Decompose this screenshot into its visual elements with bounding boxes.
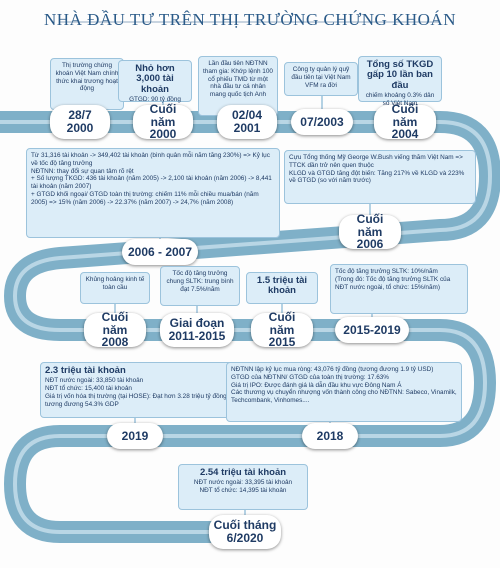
milestone: 02/04 2001	[217, 105, 277, 139]
event-detail: + GTGD khối ngoại/ GTGD toàn thị trường:…	[31, 191, 259, 206]
event-box: Nhỏ hơn 3,000 tài khoản GTGD: 90 tỷ đồng	[118, 60, 192, 104]
event-box: Công ty quản lý quỹ đầu tiên tại Việt Na…	[284, 62, 358, 96]
event-detail: NĐT nước ngoài: 33,850 tài khoản	[45, 377, 144, 385]
event-box: Thị trường chứng khoán Việt Nam chính th…	[50, 58, 124, 110]
milestone: Cuối tháng 6/2020	[209, 515, 281, 549]
event-detail: Tốc độ tăng trưởng chung SLTK: trung bìn…	[166, 270, 234, 293]
event-box: Tốc độ tăng trưởng SLTK: 10%/năm (Trong đ…	[330, 264, 468, 314]
event-detail: GTGD: 90 tỷ đồng	[129, 96, 181, 104]
event-box: Tốc độ tăng trưởng chung SLTK: trung bìn…	[160, 266, 240, 306]
event-box: 1.5 triệu tài khoản	[246, 272, 318, 304]
event-box: 2.54 triệu tài khoản NĐT nước ngoài: 33,3…	[178, 464, 308, 510]
event-detail: Công ty quản lý quỹ đầu tiên tại Việt Na…	[291, 66, 351, 89]
event-detail: NĐT nước ngoài: 33,395 tài khoản	[193, 479, 293, 487]
event-detail: Thị trường chứng khoán Việt Nam chính th…	[55, 62, 119, 93]
road-stripe	[0, 120, 493, 534]
event-detail: GTGD của NĐTNN/ GTGD của toàn thị trường…	[231, 373, 389, 381]
event-detail: + Số lượng TKGD: 436 tài khoản (năm 2005…	[31, 175, 272, 191]
event-detail: NĐT tổ chức: 15,400 tài khoản	[45, 385, 132, 393]
event-detail: Tốc độ tăng trưởng SLTK: 10%/năm	[335, 268, 438, 275]
event-headline: 1.5 triệu tài khoản	[256, 275, 308, 297]
milestone: 28/7 2000	[50, 105, 110, 139]
milestone: Cuối năm 2000	[133, 103, 193, 141]
milestone: Cuối năm 2008	[84, 311, 146, 349]
event-detail: Giá trị IPO: Được đánh giá là dẫn đầu kh…	[231, 381, 402, 389]
event-box: 2.3 triệu tài khoản NĐT nước ngoài: 33,85…	[40, 362, 242, 418]
event-box: Khủng hoảng kinh tế toàn cầu	[80, 272, 150, 304]
event-detail: chiếm khoảng 0.3% dân số Việt Nam	[365, 92, 435, 108]
event-detail: Giá trị vốn hóa thị trường (tại HOSE): Đ…	[45, 393, 229, 408]
event-box: Từ 31,316 tài khoản -> 349,402 tài khoản…	[26, 148, 280, 238]
milestone: 2006 - 2007	[122, 239, 198, 265]
event-detail: KLGD và GTGD tăng đột biến: Tăng 217% về…	[289, 169, 465, 185]
event-detail: Các thương vụ chuyển nhượng vốn thành cô…	[231, 389, 457, 405]
event-detail: Khủng hoảng kinh tế toàn cầu	[85, 276, 145, 291]
milestone: 07/2003	[291, 109, 353, 135]
event-detail: NĐT tổ chức: 14,395 tài khoản	[199, 487, 287, 495]
event-detail: Cựu Tổng thống Mỹ George W.Bush viếng th…	[289, 154, 463, 169]
event-box: Tổng số TKGD gấp 10 lần ban đầu chiếm kho…	[358, 56, 442, 107]
milestone: Giai đoạn 2011-2015	[160, 313, 234, 347]
event-box: NĐTNN lập kỷ lục mua ròng: 43,076 tỷ đồn…	[226, 362, 462, 422]
event-headline: 2.54 triệu tài khoản	[199, 467, 287, 478]
event-detail: (Trong đó: Tốc độ tăng trưởng SLTK của N…	[335, 275, 451, 291]
event-box: Cựu Tổng thống Mỹ George W.Bush viếng th…	[284, 150, 476, 204]
event-headline: Tổng số TKGD gấp 10 lần ban đầu	[366, 59, 434, 91]
milestone: Cuối năm 2006	[339, 213, 401, 251]
event-detail: Lần đầu tiên NĐTNN tham gia: Khớp lệnh 1…	[203, 60, 273, 99]
milestone: 2018	[302, 423, 358, 449]
event-headline: 2.3 triệu tài khoản	[45, 365, 126, 376]
title: NHÀ ĐẦU TƯ TRÊN THỊ TRƯỜNG CHỨNG KHOÁN	[44, 10, 456, 29]
event-detail: NĐTNN: thay đổi sự quan tâm rõ rệt	[31, 167, 134, 175]
event-headline: Nhỏ hơn 3,000 tài khoản	[135, 63, 175, 95]
milestone: 2015-2019	[335, 317, 409, 343]
event-detail: Từ 31,316 tài khoản -> 349,402 tài khoản…	[31, 152, 270, 167]
milestone: Cuối năm 2004	[374, 103, 436, 141]
milestone: Cuối năm 2015	[251, 311, 313, 349]
milestone: 2019	[107, 423, 163, 449]
event-detail: NĐTNN lập kỷ lục mua ròng: 43,076 tỷ đồn…	[231, 366, 434, 373]
